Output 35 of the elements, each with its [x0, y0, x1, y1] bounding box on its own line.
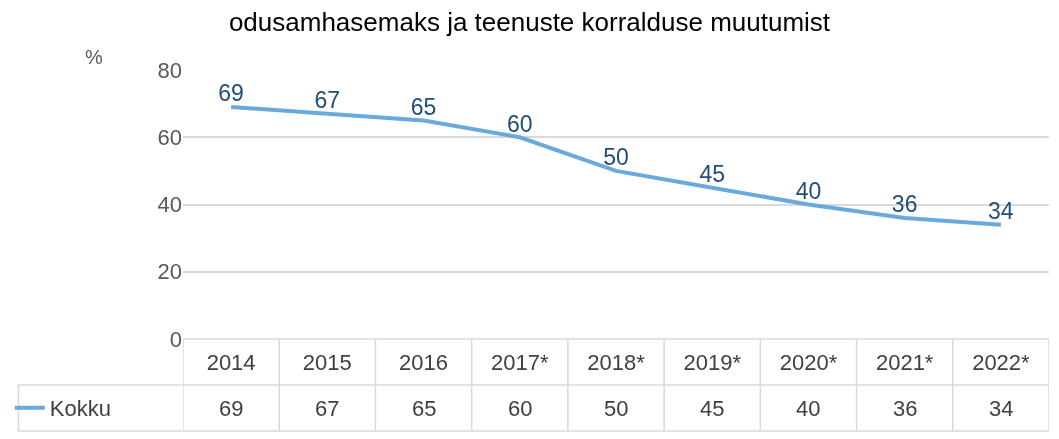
text: 34	[989, 396, 1014, 421]
data-label: 34	[988, 197, 1014, 224]
data-label: 69	[218, 80, 244, 107]
text: 67	[315, 396, 340, 421]
x-tick-label: 2017*	[491, 350, 549, 375]
data-label: 36	[891, 191, 918, 218]
data-label: 60	[506, 110, 533, 137]
data-label: 45	[699, 160, 726, 187]
x-tick-label: 2016	[399, 350, 449, 375]
y-tick-label: 20	[157, 259, 182, 285]
x-tick-label: 2014	[206, 350, 256, 375]
data-label: 65	[410, 93, 437, 120]
text: 40	[796, 396, 821, 421]
x-tick-label: 2022*	[972, 350, 1031, 375]
y-axis-title: %	[85, 46, 103, 68]
y-tick-label: 40	[157, 192, 182, 218]
data-label: 67	[314, 86, 341, 113]
chart-title: odusamhasemaks ja teenuste korralduse muutumist	[228, 7, 831, 38]
text: 50	[604, 396, 629, 421]
legend-label: Kokku	[49, 396, 111, 422]
x-tick-label: 2021*	[875, 350, 934, 375]
x-tick-label: 2019*	[683, 350, 742, 375]
data-label: 40	[795, 177, 822, 204]
x-tick-label: 2020*	[779, 350, 838, 375]
y-tick-label: 60	[157, 124, 182, 150]
text: 60	[508, 396, 533, 421]
data-label: 50	[603, 144, 629, 171]
text: 65	[412, 396, 437, 421]
x-tick-label: 2018*	[587, 350, 646, 375]
text: 36	[893, 396, 918, 421]
y-tick-label: 0	[169, 326, 182, 352]
x-tick-label: 2015	[302, 350, 352, 375]
y-tick-label: 80	[157, 57, 182, 83]
text: 69	[219, 396, 244, 421]
text: 45	[700, 396, 725, 421]
